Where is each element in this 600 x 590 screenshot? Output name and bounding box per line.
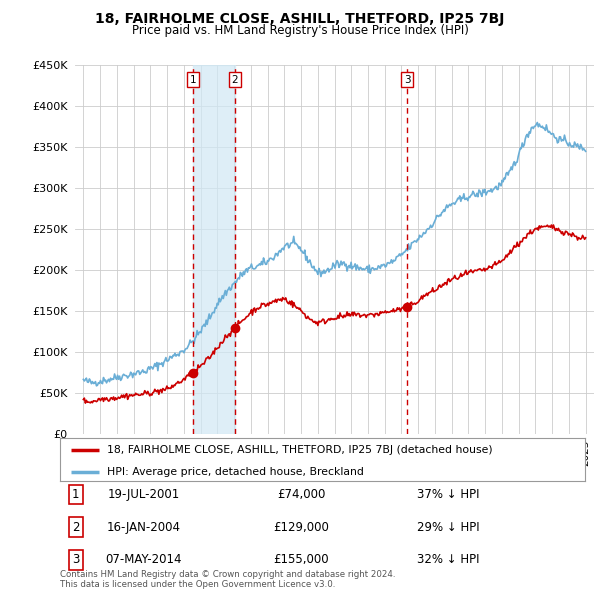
Text: £74,000: £74,000 bbox=[277, 488, 326, 501]
Text: 1: 1 bbox=[72, 488, 79, 501]
Text: 3: 3 bbox=[72, 553, 79, 566]
Text: 3: 3 bbox=[404, 75, 410, 85]
Text: 2: 2 bbox=[72, 521, 79, 534]
Text: 18, FAIRHOLME CLOSE, ASHILL, THETFORD, IP25 7BJ (detached house): 18, FAIRHOLME CLOSE, ASHILL, THETFORD, I… bbox=[107, 445, 493, 455]
Text: 37% ↓ HPI: 37% ↓ HPI bbox=[417, 488, 480, 501]
Text: 29% ↓ HPI: 29% ↓ HPI bbox=[417, 521, 480, 534]
Text: 1: 1 bbox=[190, 75, 196, 85]
Text: 18, FAIRHOLME CLOSE, ASHILL, THETFORD, IP25 7BJ: 18, FAIRHOLME CLOSE, ASHILL, THETFORD, I… bbox=[95, 12, 505, 26]
Text: Price paid vs. HM Land Registry's House Price Index (HPI): Price paid vs. HM Land Registry's House … bbox=[131, 24, 469, 37]
Text: Contains HM Land Registry data © Crown copyright and database right 2024.
This d: Contains HM Land Registry data © Crown c… bbox=[60, 570, 395, 589]
Text: 32% ↓ HPI: 32% ↓ HPI bbox=[417, 553, 480, 566]
Text: £129,000: £129,000 bbox=[274, 521, 329, 534]
Text: 16-JAN-2004: 16-JAN-2004 bbox=[107, 521, 181, 534]
Text: £155,000: £155,000 bbox=[274, 553, 329, 566]
Text: 19-JUL-2001: 19-JUL-2001 bbox=[108, 488, 180, 501]
Text: 07-MAY-2014: 07-MAY-2014 bbox=[106, 553, 182, 566]
Bar bbox=[193, 65, 235, 434]
Text: HPI: Average price, detached house, Breckland: HPI: Average price, detached house, Brec… bbox=[107, 467, 364, 477]
Text: 2: 2 bbox=[232, 75, 238, 85]
